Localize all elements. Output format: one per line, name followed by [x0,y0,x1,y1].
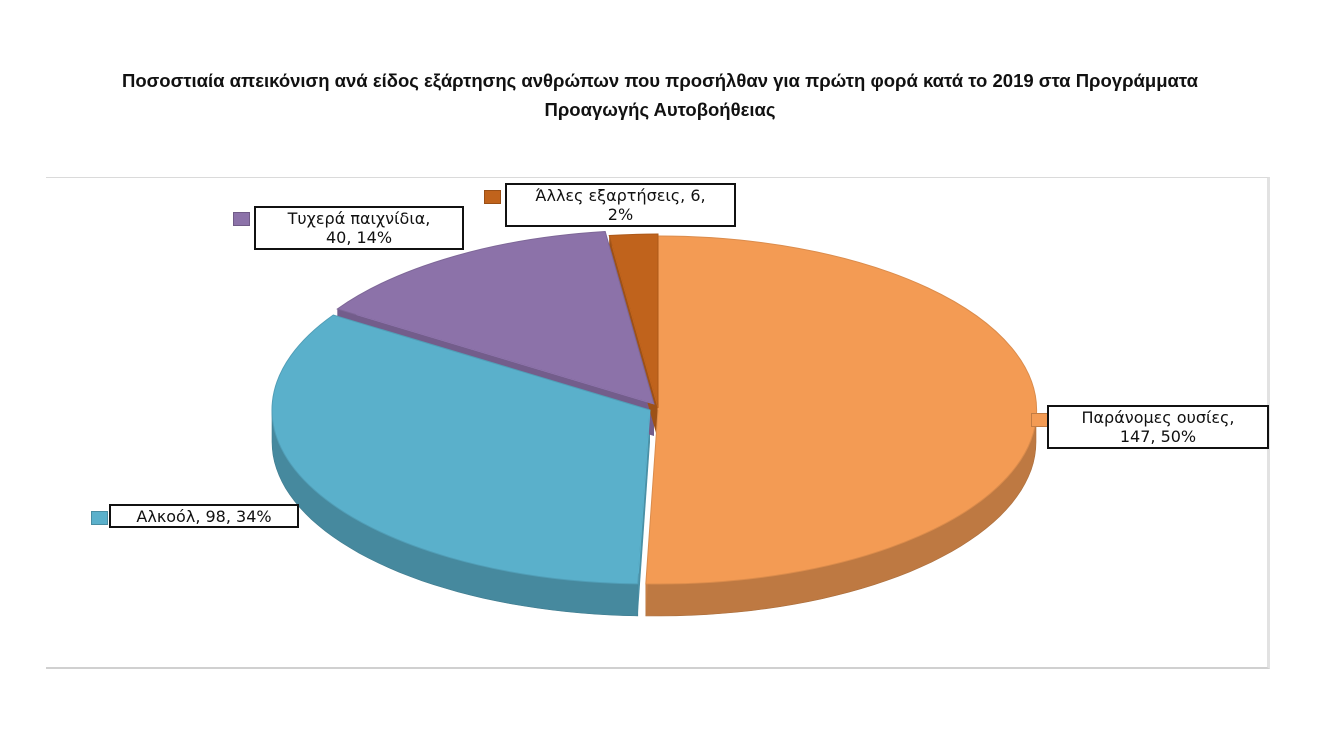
pie-slice-illegal-substances [645,235,1038,585]
pie-slice-alcohol [271,314,651,585]
chart-title-line-1: Ποσοστιαία απεικόνιση ανά είδος εξάρτηση… [121,70,1199,91]
data-label-marker-illegal-substances [1031,413,1048,427]
data-label-gambling-line-2: 40, 14% [325,228,393,247]
data-label-gambling: Τυχερά παιχνίδια, 40, 14% [254,206,464,250]
pie-rim-gambling [356,314,655,405]
data-label-illegal-substances: Παράνομες ουσίες, 147, 50% [1047,405,1269,449]
data-label-gambling-line-1: Τυχερά παιχνίδια, [287,209,431,228]
data-label-alcohol-line-1: Αλκοόλ, 98, 34% [136,507,272,526]
data-label-marker-other-addictions [484,190,501,204]
data-label-alcohol: Αλκοόλ, 98, 34% [109,504,299,528]
data-label-illegal-substances-line-1: Παράνομες ουσίες, [1081,408,1235,427]
pie-slice-gambling [336,230,655,405]
data-label-other-addictions-line-1: Άλλες εξαρτήσεις, 6, [535,186,706,205]
pie-rim-alcohol [638,409,651,574]
pie-edge-alcohol-0 [637,410,650,616]
data-label-other-addictions: Άλλες εξαρτήσεις, 6, 2% [505,183,736,227]
pie-rim-other-addictions [611,245,659,409]
chart-title: Ποσοστιαία απεικόνιση ανά είδος εξάρτηση… [80,66,1240,124]
data-label-illegal-substances-line-2: 147, 50% [1119,427,1197,446]
data-label-marker-alcohol [91,511,108,525]
data-label-marker-gambling [233,212,250,226]
chart-title-line-2: Προαγωγής Αυτοβοήθειας [544,99,776,120]
data-label-other-addictions-line-2: 2% [607,205,634,224]
